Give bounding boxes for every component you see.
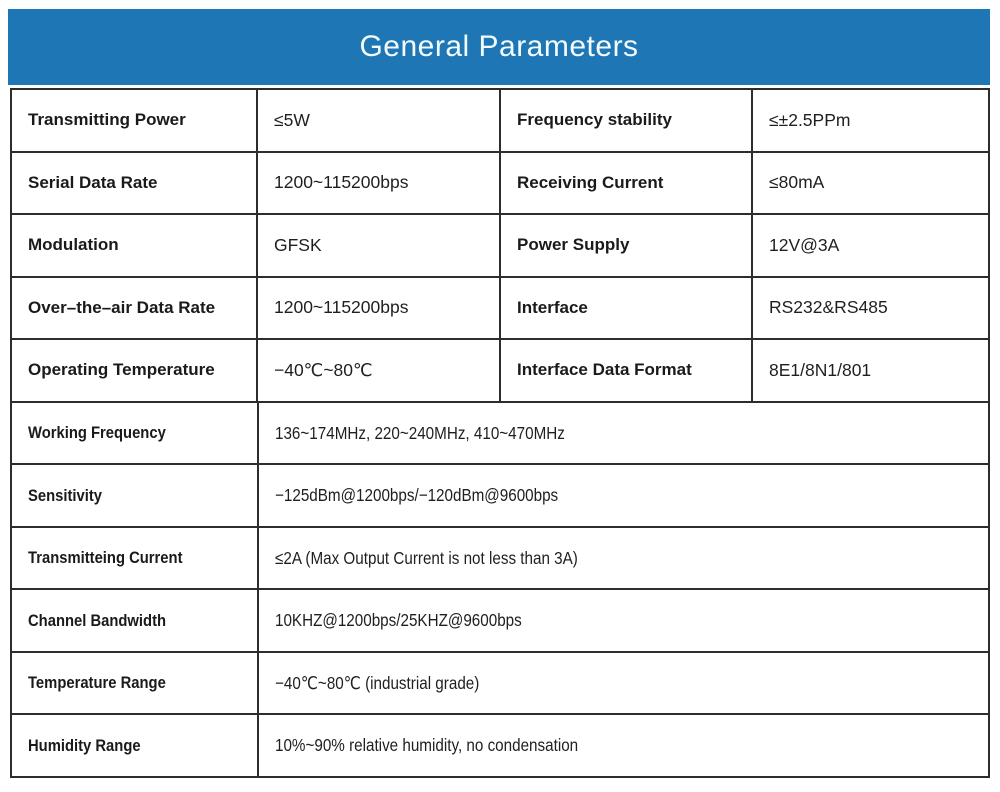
param-label: Interface Data Format [499, 340, 751, 401]
param-value: ≤80mA [751, 152, 988, 214]
table-row: Channel Bandwidth 10KHZ@1200bps/25KHZ@96… [12, 588, 988, 651]
param-value: −125dBm@1200bps/−120dBm@9600bps [257, 465, 988, 526]
param-value: ≤2A (Max Output Current is not less than… [257, 527, 988, 589]
table-title-bar: General Parameters [8, 9, 990, 85]
table-row: Sensitivity −125dBm@1200bps/−120dBm@9600… [12, 463, 988, 526]
param-value: 1200~115200bps [256, 152, 499, 214]
table-row: Operating Temperature −40℃~80℃ Interface… [12, 338, 988, 401]
param-value: 8E1/8N1/801 [751, 340, 988, 401]
param-label: Interface [499, 277, 751, 339]
param-value: RS232&RS485 [751, 277, 988, 339]
param-value: 1200~115200bps [256, 277, 499, 339]
param-label: Frequency stability [499, 90, 751, 151]
param-label: Transmitteing Current [28, 548, 183, 568]
param-value: 12V@3A [751, 215, 988, 276]
table-row: Humidity Range 10%~90% relative humidity… [12, 713, 988, 777]
param-value: 10%~90% relative humidity, no condensati… [257, 715, 988, 777]
param-value: ≤5W [256, 90, 499, 151]
general-parameters-table: Transmitting Power ≤5W Frequency stabili… [10, 88, 990, 778]
param-label: Working Frequency [28, 423, 166, 442]
param-label: Humidity Range [28, 735, 141, 755]
table-row: Serial Data Rate 1200~115200bps Receivin… [12, 150, 988, 214]
table-row: Modulation GFSK Power Supply 12V@3A [12, 213, 988, 276]
table-row: Working Frequency 136~174MHz, 220~240MHz… [12, 400, 988, 464]
param-label: Serial Data Rate [28, 172, 158, 192]
param-value: 10KHZ@1200bps/25KHZ@9600bps [257, 590, 988, 651]
param-label: Channel Bandwidth [28, 610, 167, 630]
param-label: Power Supply [499, 215, 751, 276]
param-label: Sensitivity [28, 485, 102, 505]
table-row: Temperature Range −40℃~80℃ (industrial g… [12, 650, 988, 714]
page-title: General Parameters [359, 30, 639, 63]
table-row: Transmitteing Current ≤2A (Max Output Cu… [12, 525, 988, 589]
param-label: Temperature Range [28, 673, 166, 693]
param-value: −40℃~80℃ [256, 340, 499, 401]
param-value: −40℃~80℃ (industrial grade) [257, 652, 988, 714]
param-value: ≤±2.5PPm [751, 90, 988, 151]
table-row: Over–the–air Data Rate 1200~115200bps In… [12, 275, 988, 339]
table-row: Transmitting Power ≤5W Frequency stabili… [12, 90, 988, 151]
param-value: 136~174MHz, 220~240MHz, 410~470MHz [257, 402, 988, 464]
param-label: Modulation [28, 235, 119, 255]
param-label: Transmitting Power [28, 110, 186, 130]
param-label: Operating Temperature [28, 360, 215, 380]
param-label: Over–the–air Data Rate [28, 297, 216, 317]
param-label: Receiving Current [499, 152, 751, 214]
param-value: GFSK [256, 215, 499, 276]
